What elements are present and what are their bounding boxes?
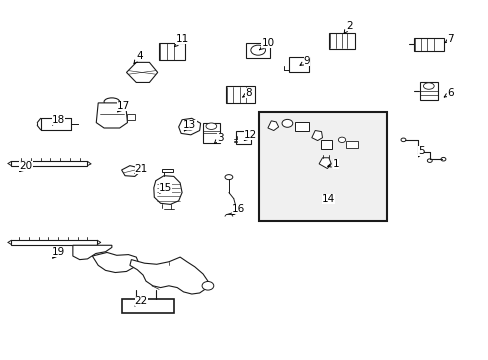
Ellipse shape <box>250 45 265 55</box>
Text: 8: 8 <box>242 88 251 98</box>
Bar <box>159 43 185 60</box>
Polygon shape <box>126 62 158 82</box>
Text: 1: 1 <box>327 159 339 169</box>
Ellipse shape <box>202 282 213 290</box>
Bar <box>162 169 172 172</box>
Polygon shape <box>311 131 322 140</box>
Text: 20: 20 <box>20 161 33 172</box>
Polygon shape <box>92 252 138 273</box>
Ellipse shape <box>104 98 120 106</box>
Text: 6: 6 <box>443 88 453 98</box>
Text: 2: 2 <box>344 21 352 33</box>
Text: 13: 13 <box>183 121 196 131</box>
Polygon shape <box>96 103 127 128</box>
Text: 7: 7 <box>444 35 453 44</box>
Text: 18: 18 <box>52 115 65 125</box>
Bar <box>245 42 270 58</box>
Polygon shape <box>267 121 278 131</box>
Ellipse shape <box>338 137 345 143</box>
Ellipse shape <box>400 138 405 141</box>
Text: 19: 19 <box>52 247 65 258</box>
FancyBboxPatch shape <box>122 299 174 314</box>
Polygon shape <box>73 245 112 260</box>
Polygon shape <box>11 240 97 244</box>
Text: 9: 9 <box>300 56 309 66</box>
Text: 12: 12 <box>243 130 257 141</box>
Bar <box>295 122 308 131</box>
Bar <box>328 33 354 49</box>
Ellipse shape <box>423 83 433 89</box>
Text: 21: 21 <box>134 163 147 174</box>
Text: 4: 4 <box>134 51 142 64</box>
Text: 10: 10 <box>259 38 274 50</box>
Polygon shape <box>122 166 140 176</box>
Bar <box>419 82 437 100</box>
Bar <box>413 38 443 51</box>
Bar <box>321 140 331 149</box>
Bar <box>225 86 255 103</box>
Ellipse shape <box>184 122 195 130</box>
Text: 16: 16 <box>231 204 245 215</box>
Polygon shape <box>154 176 182 204</box>
Bar <box>289 57 308 72</box>
Polygon shape <box>178 118 200 135</box>
Bar <box>235 131 251 144</box>
Text: 14: 14 <box>321 194 334 204</box>
Text: 17: 17 <box>117 102 130 112</box>
Ellipse shape <box>224 175 232 180</box>
Text: 22: 22 <box>134 296 147 306</box>
Bar <box>127 114 135 121</box>
Bar <box>202 123 220 143</box>
Ellipse shape <box>282 120 292 127</box>
Polygon shape <box>11 161 87 166</box>
Ellipse shape <box>440 157 445 161</box>
Text: 11: 11 <box>174 35 188 47</box>
Polygon shape <box>130 257 207 294</box>
Ellipse shape <box>427 159 431 162</box>
Text: 5: 5 <box>417 146 424 157</box>
Bar <box>259 112 386 221</box>
Text: 3: 3 <box>214 133 223 143</box>
Bar <box>345 141 357 148</box>
Polygon shape <box>319 158 330 168</box>
Ellipse shape <box>205 123 216 130</box>
Text: 15: 15 <box>159 183 172 193</box>
